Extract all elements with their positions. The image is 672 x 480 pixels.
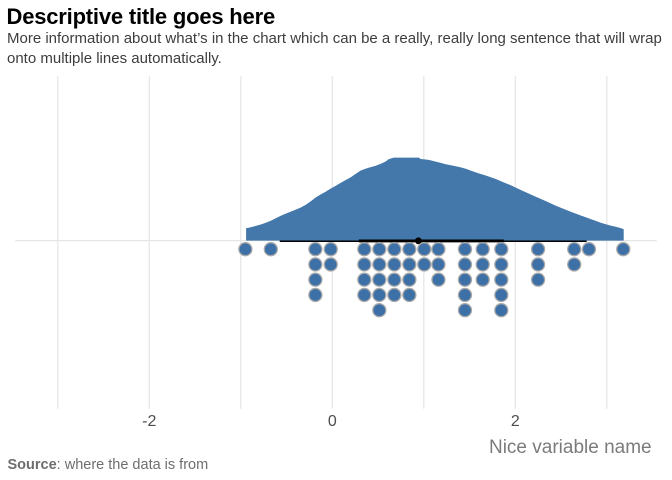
data-dot xyxy=(357,272,372,287)
data-dot xyxy=(402,257,417,272)
data-dot xyxy=(530,242,546,257)
chart-subtitle: More information about what’s in the cha… xyxy=(7,29,662,69)
data-dot xyxy=(431,242,446,257)
x-axis-title: Nice variable name xyxy=(488,437,652,459)
data-dot xyxy=(457,257,473,272)
data-dot xyxy=(308,287,323,303)
data-dot xyxy=(431,257,446,272)
dot-plot xyxy=(238,242,631,318)
data-dot xyxy=(494,242,509,257)
x-tick-label: 0 xyxy=(327,412,337,430)
density-area xyxy=(246,157,624,241)
data-dot xyxy=(581,242,597,257)
density-curve xyxy=(246,157,624,241)
data-dot xyxy=(387,272,402,287)
data-dot xyxy=(494,287,509,303)
median-point xyxy=(415,237,422,245)
data-dot xyxy=(567,257,582,272)
data-dot xyxy=(616,242,631,257)
data-dot xyxy=(494,257,509,272)
data-dot xyxy=(457,242,473,257)
source-label: Source xyxy=(7,457,57,474)
data-dot xyxy=(431,272,446,287)
x-tick-label: -2 xyxy=(142,412,157,430)
data-dot xyxy=(372,303,387,318)
data-dot xyxy=(402,272,417,287)
chart-subtitle-line-1: More information about what’s in the cha… xyxy=(7,30,662,48)
data-dot xyxy=(372,272,387,287)
data-dot xyxy=(475,242,490,257)
data-dot xyxy=(475,272,490,287)
source-note: Source: where the data is from xyxy=(8,458,209,473)
chart-title: Descriptive title goes here xyxy=(6,3,276,29)
chart-subtitle-line-2: onto multiple lines automatically. xyxy=(7,50,222,68)
data-dot xyxy=(372,287,387,303)
data-dot xyxy=(238,242,253,257)
data-dot xyxy=(494,303,509,318)
data-dot xyxy=(308,257,323,272)
data-dot xyxy=(530,272,546,287)
data-dot xyxy=(475,257,490,272)
data-dot xyxy=(457,303,473,318)
data-dot xyxy=(387,287,402,303)
data-dot xyxy=(323,242,338,257)
data-dot xyxy=(530,257,546,272)
data-dot xyxy=(357,257,372,272)
data-dot xyxy=(417,257,432,272)
data-dot xyxy=(402,242,417,257)
data-dot xyxy=(387,242,402,257)
data-dot xyxy=(567,242,582,257)
data-dot xyxy=(357,287,372,303)
source-text: : where the data is from xyxy=(56,457,209,474)
data-dot xyxy=(494,272,509,287)
median-interval xyxy=(279,237,587,245)
data-dot xyxy=(402,287,417,303)
data-dot xyxy=(308,242,323,257)
data-dot xyxy=(323,257,338,272)
gridlines xyxy=(15,76,657,409)
data-dot xyxy=(387,257,402,272)
data-dot xyxy=(308,272,323,287)
data-dot xyxy=(263,242,278,257)
data-dot xyxy=(372,242,387,257)
data-dot xyxy=(372,257,387,272)
x-tick-label: 2 xyxy=(510,412,520,430)
data-dot xyxy=(357,242,372,257)
data-dot xyxy=(457,272,473,287)
data-dot xyxy=(417,242,432,257)
data-dot xyxy=(457,287,473,303)
